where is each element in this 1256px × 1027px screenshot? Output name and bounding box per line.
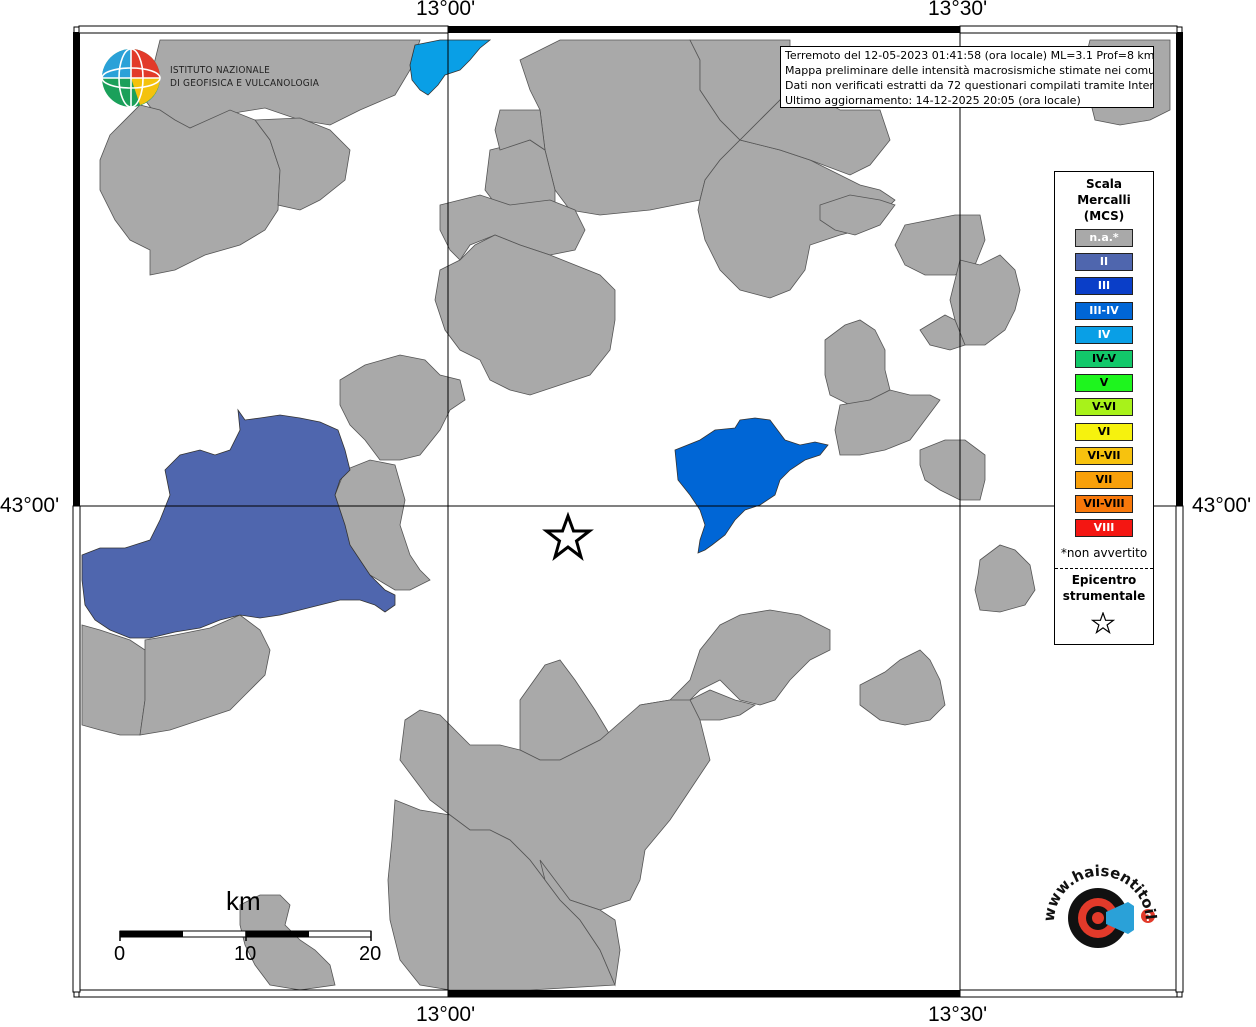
legend-item: VI-VII xyxy=(1075,446,1133,465)
legend-epicenter-line1: Epicentro xyxy=(1071,573,1137,587)
legend-item: VII-VIII xyxy=(1075,495,1133,514)
event-info-line1: Terremoto del 12-05-2023 01:41:58 (ora l… xyxy=(785,49,1154,62)
intensity-ii-area xyxy=(81,408,396,639)
legend-item: VII xyxy=(1075,471,1133,489)
intensity-iv-area xyxy=(409,39,492,96)
event-info-line3: Dati non verificati estratti da 72 quest… xyxy=(785,79,1154,92)
lon-label-bottom-right: 13°30' xyxy=(928,1003,988,1026)
legend-title-line1: Scala xyxy=(1085,177,1123,191)
event-info-box: Terremoto del 12-05-2023 01:41:58 (ora l… xyxy=(780,46,1154,108)
event-info-line2: Mappa preliminare delle intensità macros… xyxy=(785,64,1154,77)
scale-unit: km xyxy=(226,886,261,916)
svg-text:?: ? xyxy=(1145,911,1151,924)
scale-bar xyxy=(119,930,372,941)
lon-label-top-left: 13°00' xyxy=(416,0,476,20)
legend-divider xyxy=(1055,568,1153,569)
legend-item: VI xyxy=(1075,422,1133,441)
legend-note: *non avvertito xyxy=(1060,546,1148,560)
legend-item: III-IV xyxy=(1075,301,1133,320)
haisentito-logo: ? www.haisentitoilterremoto.it xyxy=(1036,860,1160,948)
legend-item: II xyxy=(1075,253,1133,272)
lat-label-left: 43°00' xyxy=(0,494,60,517)
scale-label-10: 10 xyxy=(234,943,257,965)
intensity-iii-iv-area xyxy=(674,417,829,554)
legend-item: V-VI xyxy=(1075,398,1133,417)
lon-label-top-right: 13°30' xyxy=(928,0,988,20)
ingv-name: ISTITUTO NAZIONALE DI GEOFISICA E VULCAN… xyxy=(170,64,319,90)
epicenter-star-icon xyxy=(542,511,594,561)
legend-title: Scala Mercalli (MCS) xyxy=(1055,176,1153,224)
legend-item: VIII xyxy=(1075,519,1133,538)
ingv-name-line1: ISTITUTO NAZIONALE xyxy=(170,65,270,76)
legend-epicenter-label: Epicentro strumentale xyxy=(1055,572,1153,604)
mcs-legend: Scala Mercalli (MCS) n.a.* II III III-IV IV I… xyxy=(1054,171,1154,645)
lon-label-bottom-left: 13°00' xyxy=(416,1003,476,1026)
legend-item: IV-V xyxy=(1075,350,1133,368)
legend-title-line2: Mercalli xyxy=(1077,193,1131,207)
legend-item: III xyxy=(1075,277,1133,296)
legend-item: IV xyxy=(1075,325,1133,344)
legend-item: n.a.* xyxy=(1075,229,1133,247)
legend-epicenter-line2: strumentale xyxy=(1062,589,1146,603)
ingv-logo xyxy=(100,47,162,113)
legend-item: V xyxy=(1075,374,1133,393)
municipalities-not-available xyxy=(81,39,1171,991)
ingv-name-line2: DI GEOFISICA E VULCANOLOGIA xyxy=(170,78,320,89)
scale-label-0: 0 xyxy=(114,943,126,965)
ingv-globe-icon xyxy=(101,48,161,108)
scale-label-20: 20 xyxy=(359,943,382,965)
event-info-line4: Ultimo aggiornamento: 14-12-2025 20:05 (… xyxy=(785,94,1081,107)
graticule xyxy=(79,32,1177,992)
legend-star-icon xyxy=(1091,612,1115,634)
map-frame xyxy=(72,25,1184,998)
lat-label-right: 43°00' xyxy=(1192,494,1252,517)
legend-title-line3: (MCS) xyxy=(1083,209,1125,223)
